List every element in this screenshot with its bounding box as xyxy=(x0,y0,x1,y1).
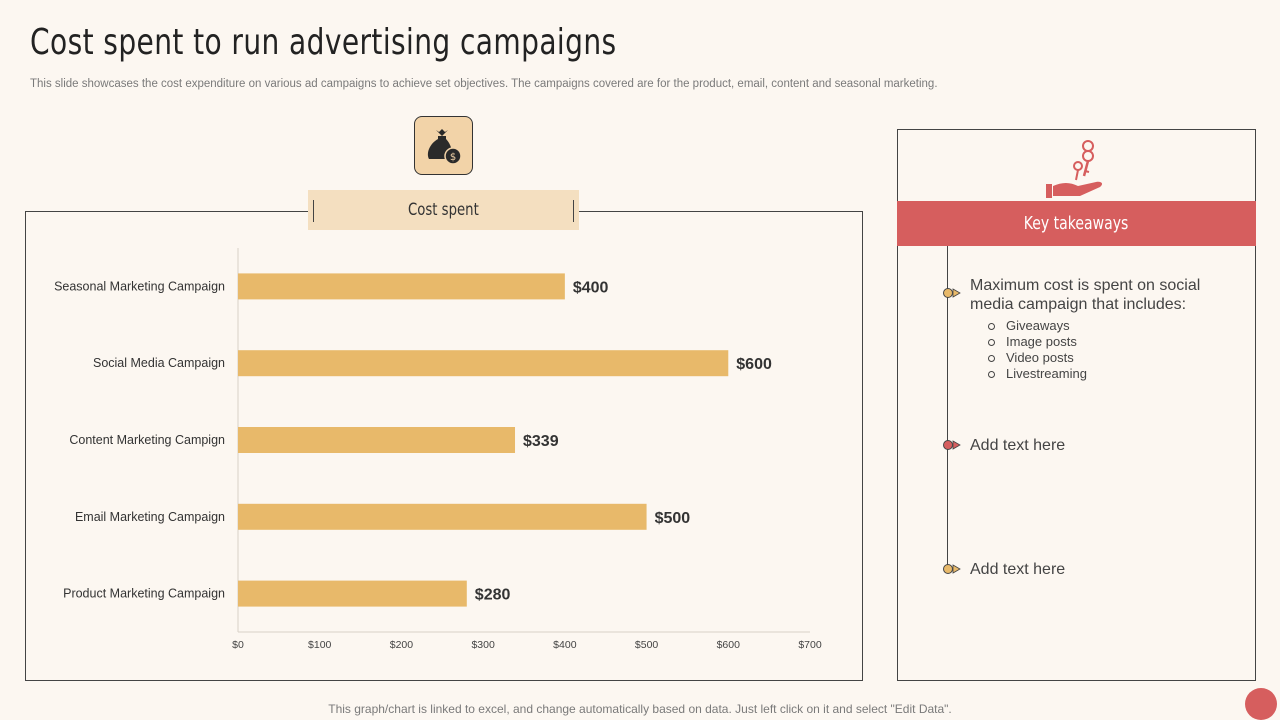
category-label: Social Media Campaign xyxy=(93,356,225,370)
money-bag-icon: $ xyxy=(414,116,473,175)
takeaway-text: Maximum cost is spent on social media ca… xyxy=(970,277,1201,313)
bar-chart: Seasonal Marketing Campaign $400 Social Me… xyxy=(54,248,822,651)
timeline-marker xyxy=(943,564,961,574)
x-tick-label: $100 xyxy=(308,639,332,651)
data-label: $339 xyxy=(523,433,559,450)
timeline-line xyxy=(947,246,948,573)
marker-arrow xyxy=(952,440,961,450)
list-item: Image posts xyxy=(988,334,1087,350)
hand-with-keys-icon xyxy=(1044,136,1110,205)
bar xyxy=(238,580,467,607)
data-label: $400 xyxy=(573,279,609,296)
marker-dot xyxy=(943,440,953,450)
list-item: Livestreaming xyxy=(988,366,1087,382)
marker-dot xyxy=(943,564,953,574)
data-label: $600 xyxy=(736,356,772,373)
data-label: $500 xyxy=(655,510,691,527)
banner-tick-left xyxy=(313,200,314,222)
takeaway-text: Add text here xyxy=(970,561,1066,578)
takeaways-title: Key takeaways xyxy=(1024,213,1129,234)
marker-arrow xyxy=(952,564,961,574)
x-tick-label: $400 xyxy=(553,639,577,651)
category-label: Seasonal Marketing Campaign xyxy=(54,279,225,293)
bar xyxy=(238,427,516,453)
timeline-marker xyxy=(943,440,961,450)
x-tick-label: $600 xyxy=(717,639,741,651)
takeaways-banner: Key takeaways xyxy=(897,201,1256,246)
corner-dot xyxy=(1245,688,1277,720)
list-item: Giveaways xyxy=(988,318,1087,334)
chart-title: Cost spent xyxy=(408,200,479,220)
list-item: Video posts xyxy=(988,350,1087,366)
category-label: Email Marketing Campaign xyxy=(75,510,225,524)
x-tick-label: $200 xyxy=(390,639,414,651)
x-tick-label: $300 xyxy=(471,639,495,651)
takeaway-text: Add text here xyxy=(970,437,1066,454)
marker-arrow xyxy=(952,288,961,298)
page-subtitle: This slide showcases the cost expenditur… xyxy=(30,78,938,90)
category-label: Content Marketing Campign xyxy=(69,433,225,447)
bar xyxy=(238,273,565,300)
svg-text:$: $ xyxy=(450,152,456,163)
bar xyxy=(238,503,647,530)
x-tick-label: $0 xyxy=(232,639,244,651)
x-tick-label: $500 xyxy=(635,639,659,651)
chart-title-banner: Cost spent xyxy=(308,190,579,230)
takeaway-sublist: Giveaways Image posts Video posts Livest… xyxy=(988,318,1087,382)
data-label: $280 xyxy=(475,587,511,604)
banner-tick-right xyxy=(573,200,574,222)
bar xyxy=(238,350,729,377)
category-label: Product Marketing Campaign xyxy=(63,587,225,601)
page-title: Cost spent to run advertising campaigns xyxy=(30,22,617,63)
x-tick-label: $700 xyxy=(798,639,822,651)
marker-dot xyxy=(943,288,953,298)
footer-note: This graph/chart is linked to excel, and… xyxy=(328,702,952,716)
timeline-marker xyxy=(943,288,961,298)
